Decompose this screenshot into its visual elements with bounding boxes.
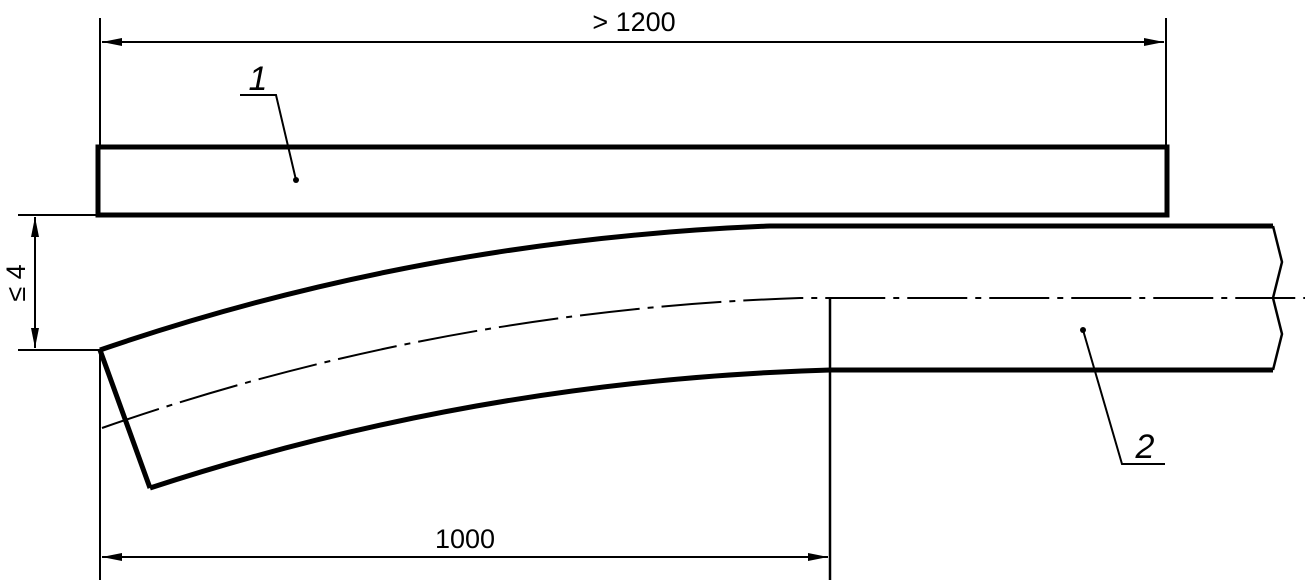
overall-length-label: > 1200 [592,7,675,37]
overall-length-dimension: > 1200 [99,7,1167,145]
part-2-callout: 2 [1080,327,1165,466]
straightedge-part-1 [95,144,1170,218]
centerline [101,297,1305,429]
bend-length-dimension: 1000 [99,298,832,580]
part-2-label: 2 [1135,428,1155,466]
bent-part-2 [97,223,1284,491]
part-1-label: 1 [249,60,268,98]
deviation-dimension: ≤ 4 [1,214,100,351]
part-1-callout: 1 [240,60,299,183]
deviation-label: ≤ 4 [1,264,31,301]
bend-length-label: 1000 [435,524,495,554]
